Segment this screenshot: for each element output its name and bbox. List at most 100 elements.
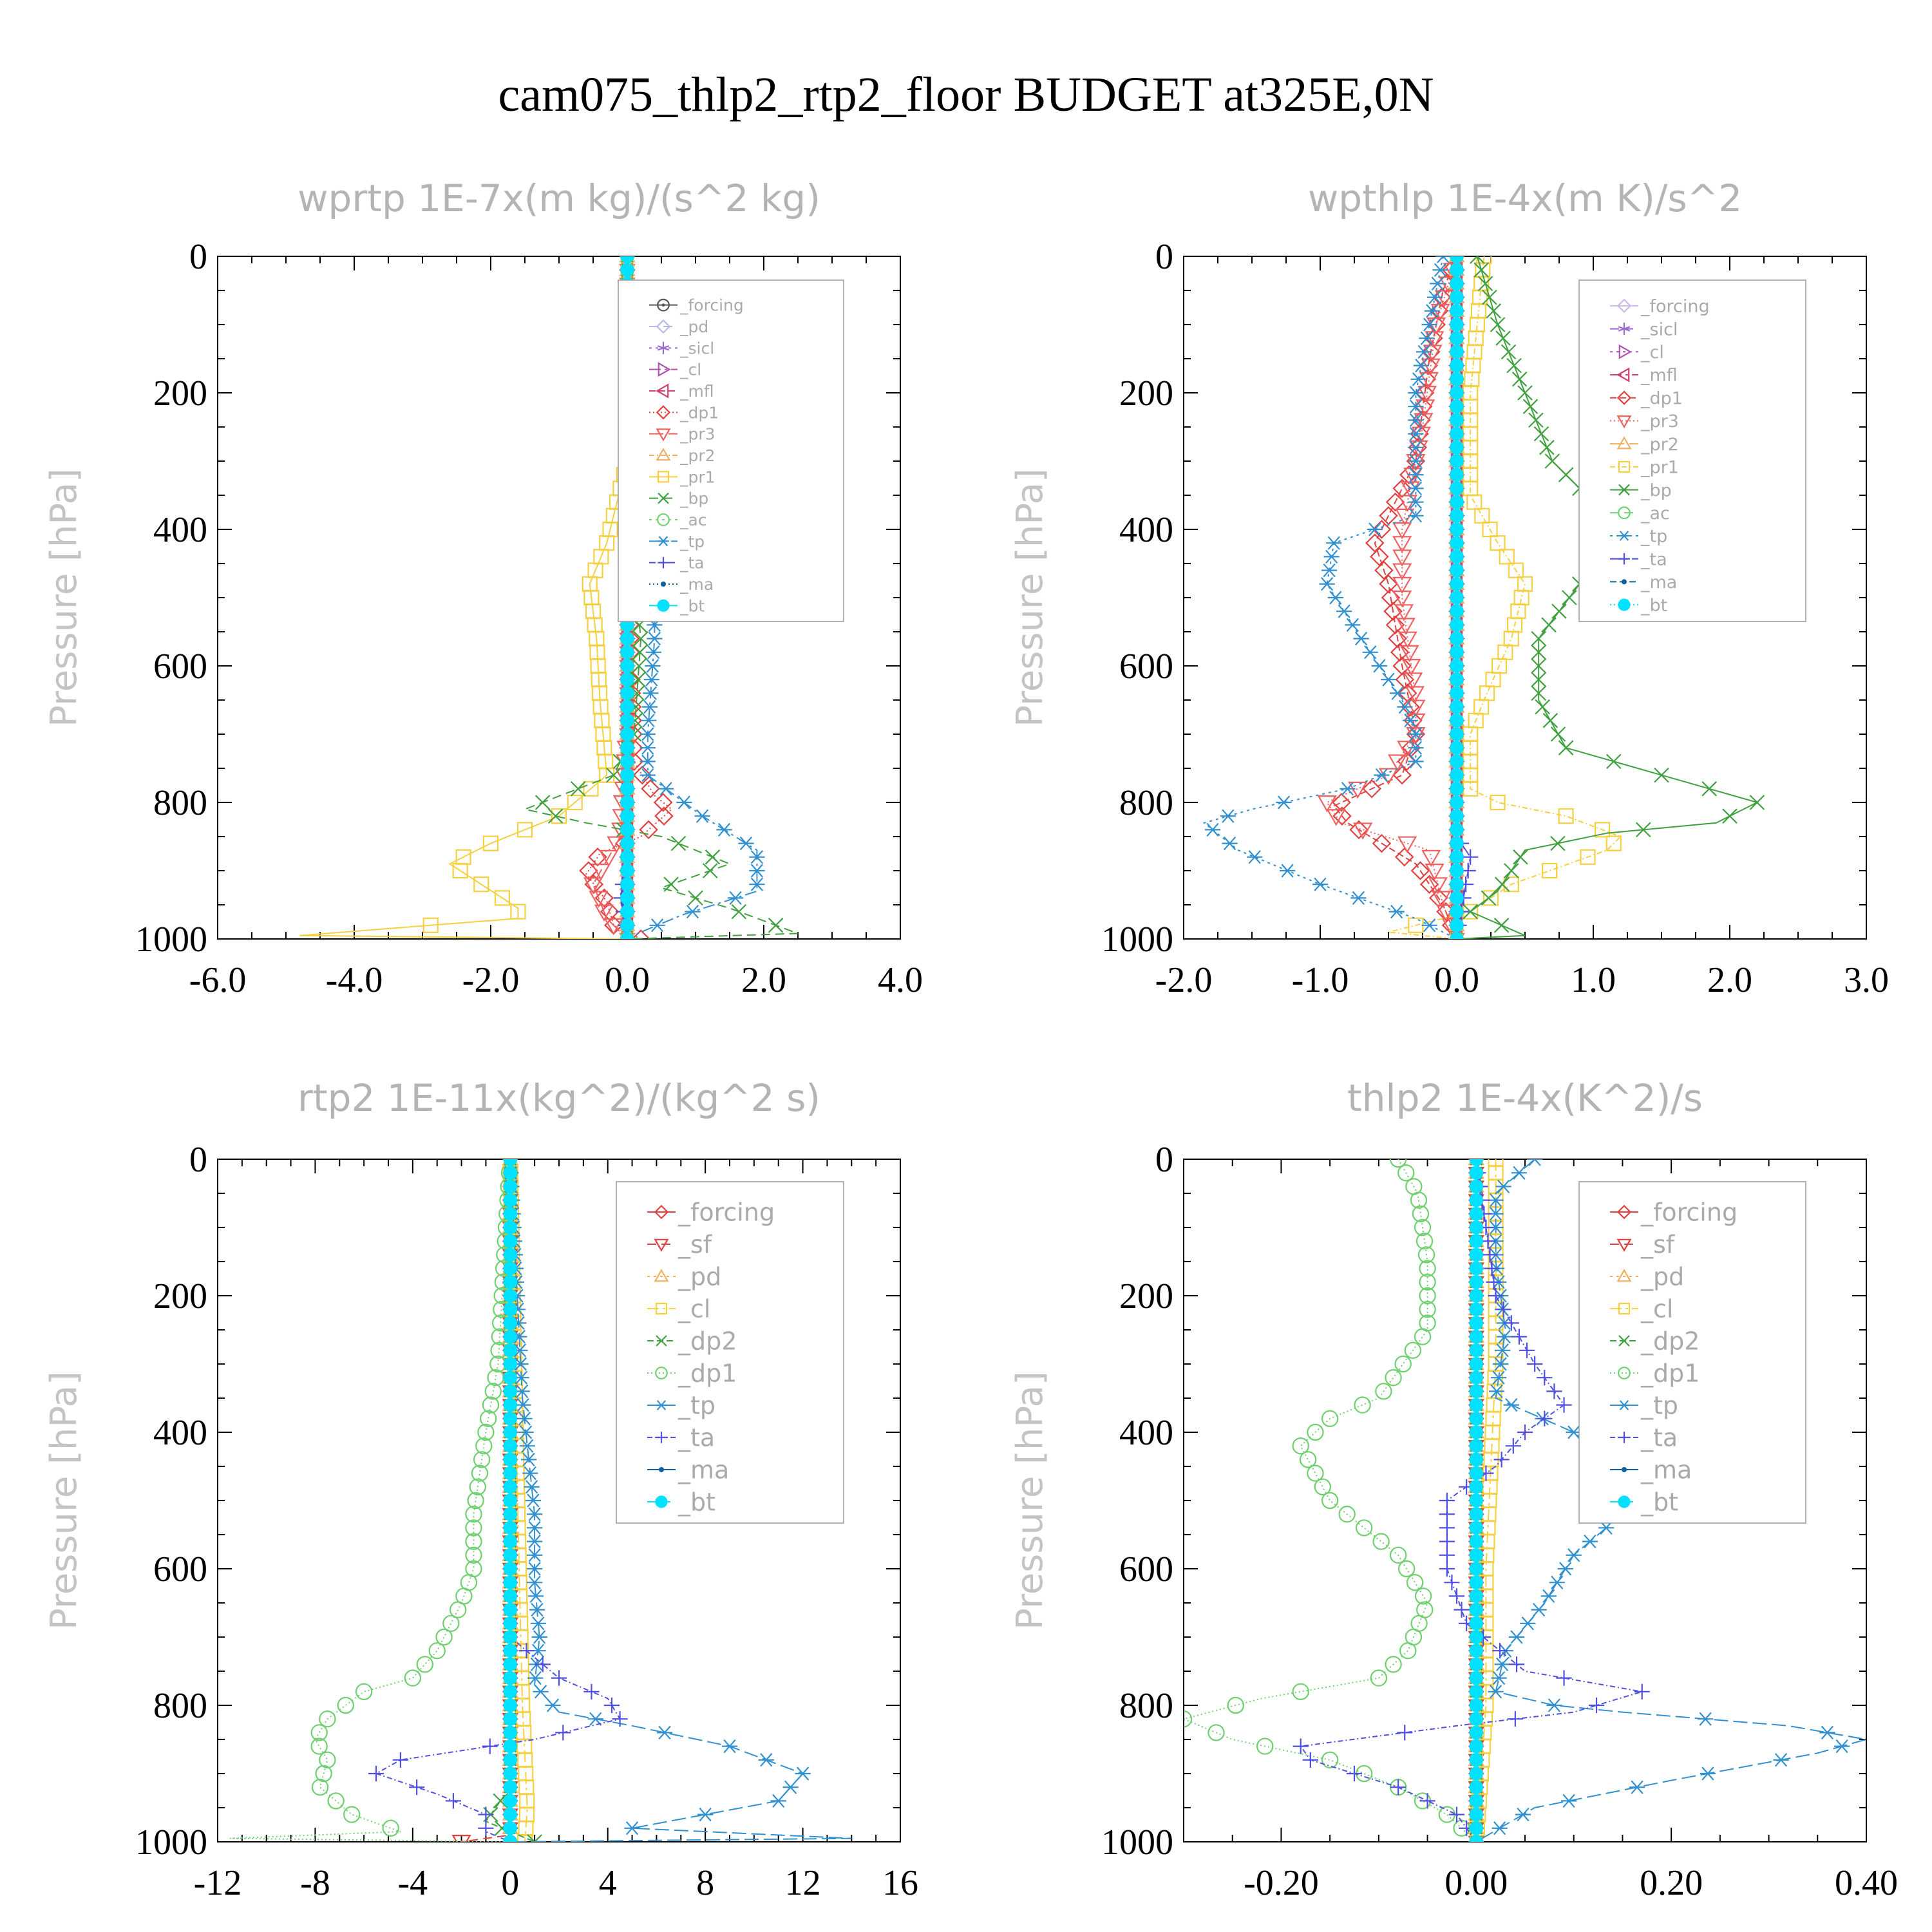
series-point-dp1 — [632, 765, 652, 785]
series-point-bt — [1469, 1643, 1484, 1658]
series-point-bp — [535, 795, 551, 810]
series-point-tp — [1408, 454, 1424, 468]
series-point-bt — [503, 1289, 518, 1303]
legend-label-cl: _cl — [677, 1295, 710, 1323]
legend-label-forcing: _forcing — [1640, 1198, 1738, 1227]
series-point-tp — [1362, 645, 1378, 659]
series-point-bt — [620, 631, 634, 646]
series-point-dp1 — [471, 1464, 489, 1482]
series-point-bt — [503, 1534, 518, 1549]
series-point-bt — [1450, 454, 1464, 468]
series-point-ta — [1505, 1438, 1521, 1454]
series-point-tp — [1367, 522, 1383, 536]
y-tick-label: 400 — [1119, 510, 1173, 550]
series-point-ta — [1517, 1424, 1533, 1441]
series-point-bt — [503, 1343, 518, 1358]
series-point-bt — [503, 1520, 518, 1535]
legend-label-pr3: _pr3 — [1640, 412, 1679, 431]
series-point-dp1 — [1208, 1724, 1225, 1741]
series-point-tp — [1491, 1671, 1507, 1685]
panel-title: wprtp 1E-7x(m kg)/(s^2 kg) — [298, 176, 820, 220]
series-point-dp1 — [639, 820, 658, 840]
series-point-tp — [525, 1493, 541, 1508]
series-point-bt — [1450, 604, 1464, 618]
series-point-bt — [1450, 727, 1464, 741]
series-point-bt — [1469, 1562, 1484, 1576]
series-point-dp1 — [1385, 1656, 1402, 1673]
series-point-pr3 — [1416, 399, 1435, 417]
legend-marker-ma — [1622, 579, 1627, 585]
legend-marker-cl — [1618, 344, 1632, 359]
series-point-bt — [1450, 290, 1464, 305]
panel-title: wpthlp 1E-4x(m K)/s^2 — [1308, 176, 1742, 220]
series-point-tp — [1408, 386, 1424, 400]
series-point-tp — [1408, 440, 1424, 455]
series-point-bp — [663, 876, 679, 892]
series-point-bt — [503, 1493, 518, 1508]
series-point-bp — [1558, 467, 1574, 482]
series-point-ta — [1556, 1397, 1572, 1413]
series-point-ta — [1507, 1711, 1523, 1727]
series-point-dp1 — [1365, 533, 1385, 553]
panel-2: wpthlp 1E-4x(m K)/s^2 Pressure [hPa] 0 200 4… — [1009, 176, 1889, 1000]
series-point-pr3 — [599, 849, 619, 867]
x-tick-label: 0.20 — [1640, 1863, 1703, 1903]
x-tick-label: 8 — [696, 1863, 714, 1903]
legend-marker-cl — [658, 362, 671, 377]
legend-marker-ta — [1618, 1432, 1630, 1443]
series-point-bt — [1469, 1247, 1484, 1262]
series-point-tp — [518, 1425, 534, 1439]
series-point-tp — [1408, 741, 1424, 755]
series-point-bp — [1562, 590, 1577, 605]
series-point-dp1 — [1399, 1642, 1417, 1660]
legend-marker-mfl — [1616, 367, 1630, 383]
legend-marker-forcing — [657, 298, 670, 312]
series-point-dp1 — [1292, 1437, 1309, 1455]
series-point-tp — [520, 1452, 537, 1467]
series-point-bt — [1469, 1452, 1484, 1467]
series-point-tp — [1220, 809, 1236, 823]
legend-label-bt: _bt — [1640, 596, 1667, 616]
series-point-tp — [645, 645, 661, 659]
series-point-tp — [639, 754, 656, 769]
series-point-bt — [1450, 304, 1464, 318]
series-point-dp1 — [1419, 1300, 1436, 1318]
series-point-dp1 — [1374, 560, 1394, 580]
series-point-dp1 — [1399, 465, 1419, 484]
series-point-tp — [639, 768, 656, 782]
series-point-bt — [1469, 1630, 1484, 1644]
x-tick-label: 12 — [785, 1863, 821, 1903]
series-point-pr3 — [1426, 317, 1446, 335]
series-point-tp — [1319, 577, 1335, 591]
legend-label-pd: _pd — [677, 1263, 721, 1291]
series-point-bt — [1450, 904, 1464, 919]
series-point-bt — [1450, 440, 1464, 455]
series-point-bt — [1450, 263, 1464, 278]
series-point-ta — [1346, 1765, 1363, 1782]
series-point-ta — [1519, 1342, 1535, 1358]
series-point-bt — [1450, 741, 1464, 755]
x-tick-label: -2.0 — [1155, 960, 1213, 1000]
legend-marker-pr2 — [1616, 436, 1632, 450]
series-point-dp1 — [404, 1669, 422, 1687]
series-point-ta — [1439, 1506, 1455, 1522]
series-point-dp1 — [1392, 765, 1412, 785]
series-point-pr3 — [1423, 345, 1443, 362]
legend: _forcing _sf _pd _cl _dp2 _dp1 _tp _ta _ma _bt — [1578, 1181, 1806, 1524]
series-point-bt — [1450, 536, 1464, 550]
series-point-dp1 — [1307, 1423, 1324, 1441]
series-point-tp — [1388, 904, 1405, 919]
legend-marker-cl — [1618, 1302, 1631, 1315]
series-point-pr3 — [1397, 741, 1417, 758]
series-point-pr3 — [1395, 508, 1415, 526]
series-point-dp1 — [1349, 820, 1368, 840]
series-point-bt — [1469, 1616, 1484, 1631]
series-point-tp — [1326, 536, 1342, 550]
series-point-tp — [527, 1562, 543, 1576]
series-point-pr3 — [1394, 604, 1414, 621]
series-point-tp — [656, 1725, 673, 1740]
series-point-dp1 — [480, 1410, 497, 1427]
series-point-pr1 — [516, 822, 533, 838]
series-point-bt — [620, 822, 634, 837]
